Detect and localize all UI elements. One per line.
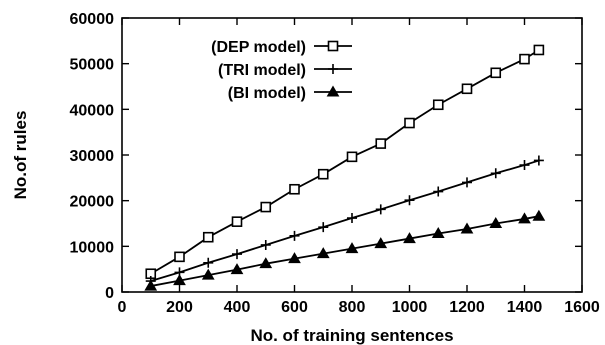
y-axis-title: No.of rules bbox=[11, 111, 30, 200]
data-point-triangle bbox=[316, 247, 330, 259]
x-axis-title: No. of training sentences bbox=[250, 326, 453, 345]
data-point-square bbox=[260, 201, 272, 213]
data-point-square bbox=[375, 138, 387, 149]
legend-label: (DEP model) bbox=[211, 39, 306, 56]
y-tick-label: 20000 bbox=[70, 194, 115, 211]
x-tick-label: 600 bbox=[281, 299, 308, 316]
x-tick-label: 1200 bbox=[449, 299, 485, 316]
data-point-square bbox=[519, 53, 530, 65]
data-point-square bbox=[533, 44, 545, 56]
ticks-layer: 0 200 400 600 800 1000 1200 1400 1600 0 10000 20000… bbox=[70, 11, 600, 316]
data-point-triangle bbox=[374, 237, 388, 249]
data-point-triangle bbox=[144, 279, 158, 291]
series-layer bbox=[144, 44, 546, 291]
data-point-plus bbox=[433, 186, 444, 197]
data-point-square bbox=[346, 151, 358, 163]
plot-frame bbox=[121, 17, 583, 293]
legend-label: (BI model) bbox=[228, 85, 306, 102]
data-point-square bbox=[327, 40, 339, 52]
data-point-triangle bbox=[173, 274, 186, 286]
y-tick-label: 10000 bbox=[70, 239, 115, 256]
data-point-triangle bbox=[431, 227, 445, 239]
legend: (DEP model) (TRI model) (BI model) bbox=[211, 39, 352, 102]
x-tick-label: 800 bbox=[339, 299, 366, 316]
data-point-triangle bbox=[460, 222, 474, 234]
data-point-triangle bbox=[326, 85, 340, 97]
series-filled-triangle bbox=[144, 209, 546, 291]
y-tick-label: 30000 bbox=[70, 148, 115, 165]
x-tick-label: 1000 bbox=[392, 299, 428, 316]
legend-entry: (DEP model) bbox=[211, 39, 352, 56]
data-point-square bbox=[490, 67, 502, 79]
y-tick-label: 50000 bbox=[70, 57, 115, 74]
data-point-square bbox=[202, 231, 214, 243]
data-point-triangle bbox=[201, 268, 215, 280]
legend-entry: (TRI model) bbox=[218, 62, 352, 79]
data-point-square bbox=[461, 83, 473, 95]
x-tick-label: 200 bbox=[166, 299, 193, 316]
data-point-square bbox=[317, 168, 329, 180]
data-point-plus bbox=[404, 195, 415, 206]
x-tick-label: 400 bbox=[224, 299, 251, 316]
data-point-plus bbox=[318, 222, 329, 233]
y-tick-label: 0 bbox=[105, 285, 114, 302]
legend-label: (TRI model) bbox=[218, 62, 306, 79]
data-point-square bbox=[404, 117, 415, 129]
x-tick-label: 1600 bbox=[564, 299, 600, 316]
data-point-square bbox=[432, 99, 444, 111]
x-tick-label: 0 bbox=[118, 299, 127, 316]
data-point-triangle bbox=[345, 242, 359, 254]
data-point-plus bbox=[260, 239, 271, 250]
data-point-triangle bbox=[259, 257, 273, 269]
legend-entry: (BI model) bbox=[228, 85, 352, 102]
series-open-square bbox=[145, 44, 545, 280]
data-point-triangle bbox=[230, 263, 244, 275]
data-point-square bbox=[174, 251, 185, 263]
data-point-plus bbox=[375, 204, 386, 215]
data-point-plus bbox=[490, 168, 501, 179]
data-point-square bbox=[231, 216, 243, 227]
data-point-triangle bbox=[532, 209, 546, 221]
data-point-plus bbox=[462, 177, 472, 188]
data-point-plus bbox=[519, 160, 530, 171]
data-point-triangle bbox=[489, 217, 503, 228]
y-tick-label: 60000 bbox=[70, 11, 115, 28]
y-tick-label: 40000 bbox=[70, 102, 115, 119]
data-point-plus bbox=[347, 213, 357, 224]
data-point-triangle bbox=[518, 212, 531, 224]
data-point-triangle bbox=[403, 232, 416, 244]
data-point-square bbox=[289, 183, 300, 195]
data-point-triangle bbox=[288, 252, 301, 264]
data-point-plus bbox=[533, 155, 544, 166]
series-plus bbox=[145, 155, 544, 287]
data-point-plus bbox=[328, 64, 338, 74]
x-tick-label: 1400 bbox=[507, 299, 543, 316]
data-point-plus bbox=[289, 230, 300, 241]
data-point-plus bbox=[232, 249, 242, 260]
data-point-plus bbox=[203, 257, 214, 268]
